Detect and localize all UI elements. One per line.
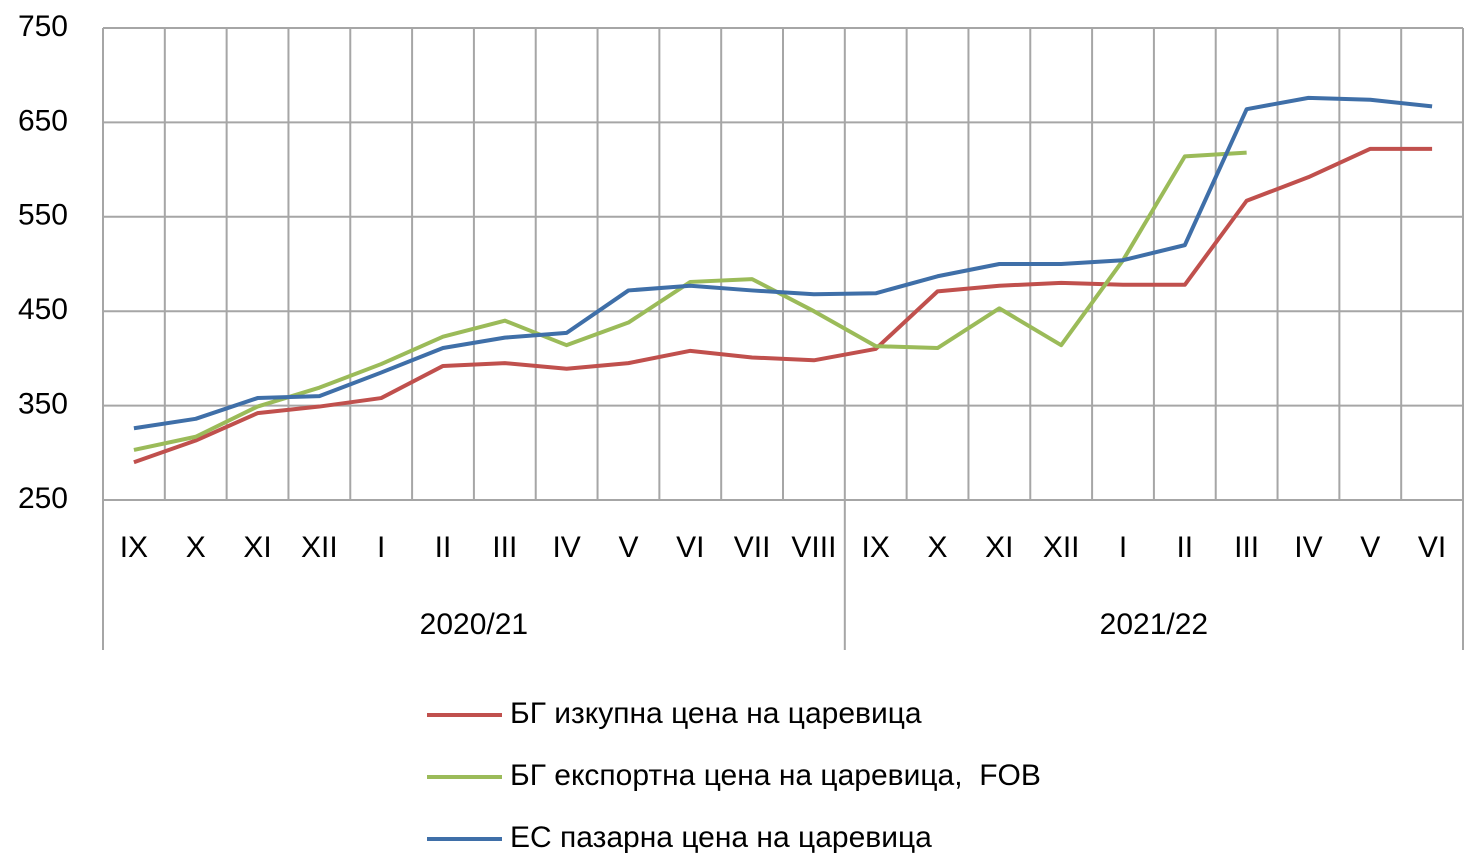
series-line bbox=[133, 146, 1433, 465]
x-tick-label: III bbox=[492, 531, 517, 564]
x-tick-label: III bbox=[1234, 531, 1259, 564]
y-tick-label: 450 bbox=[18, 293, 68, 326]
x-tick-label: IV bbox=[552, 531, 580, 564]
x-tick-label: X bbox=[928, 531, 948, 564]
x-tick-label: VI bbox=[1418, 531, 1446, 564]
x-tick-label: IX bbox=[862, 531, 890, 564]
group-label: 2020/21 bbox=[420, 608, 528, 641]
x-tick-label: I bbox=[1119, 531, 1127, 564]
x-tick-label: X bbox=[186, 531, 206, 564]
x-tick-label: V bbox=[1360, 531, 1380, 564]
x-tick-label: XI bbox=[985, 531, 1013, 564]
x-tick-label: IX bbox=[120, 531, 148, 564]
y-tick-label: 650 bbox=[18, 104, 68, 137]
series-line bbox=[133, 95, 1433, 431]
x-tick-label: II bbox=[435, 531, 452, 564]
legend-label: БГ експортна цена на царевица, FOB bbox=[510, 759, 1041, 792]
x-tick-label: XI bbox=[243, 531, 271, 564]
y-tick-label: 350 bbox=[18, 388, 68, 421]
group-label: 2021/22 bbox=[1100, 608, 1208, 641]
x-tick-label: II bbox=[1176, 531, 1193, 564]
x-tick-label: V bbox=[618, 531, 638, 564]
x-tick-label: VIII bbox=[791, 531, 836, 564]
legend-label: БГ изкупна цена на царевица bbox=[510, 697, 922, 730]
y-tick-label: 250 bbox=[18, 482, 68, 515]
x-tick-label: VI bbox=[676, 531, 704, 564]
x-tick-label: VII bbox=[734, 531, 771, 564]
x-tick-label: I bbox=[377, 531, 385, 564]
x-tick-label: XII bbox=[301, 531, 338, 564]
x-tick-label: XII bbox=[1043, 531, 1080, 564]
y-tick-label: 750 bbox=[18, 10, 68, 43]
x-tick-label: IV bbox=[1294, 531, 1322, 564]
legend-label: ЕС пазарна цена на царевица bbox=[510, 821, 932, 854]
series-line bbox=[133, 150, 1247, 452]
y-tick-label: 550 bbox=[18, 199, 68, 232]
